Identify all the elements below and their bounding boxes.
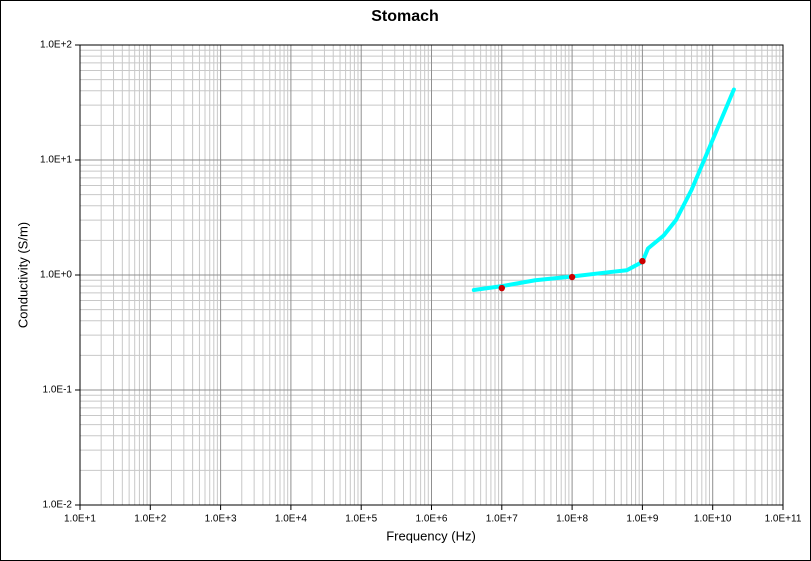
x-tick-label: 1.0E+1 bbox=[64, 514, 96, 525]
y-tick-label: 1.0E+1 bbox=[40, 155, 72, 166]
x-tick-label: 1.0E+6 bbox=[416, 514, 448, 525]
x-tick-label: 1.0E+9 bbox=[626, 514, 658, 525]
y-tick-label: 1.0E-1 bbox=[43, 385, 73, 396]
data-point bbox=[639, 257, 646, 265]
plot-area bbox=[79, 44, 784, 506]
data-point bbox=[568, 273, 576, 281]
x-axis-label: Frequency (Hz) bbox=[386, 528, 476, 543]
y-axis-label: Conductivity (S/m) bbox=[15, 222, 30, 328]
y-tick-label: 1.0E+2 bbox=[40, 40, 72, 51]
x-tick-label: 1.0E+2 bbox=[134, 514, 166, 525]
x-tick-label: 1.0E+7 bbox=[486, 514, 518, 525]
x-tick-label: 1.0E+4 bbox=[275, 514, 307, 525]
x-tick-label: 1.0E+3 bbox=[205, 514, 237, 525]
y-tick-label: 1.0E-2 bbox=[43, 500, 73, 511]
x-tick-label: 1.0E+11 bbox=[765, 514, 802, 525]
chart-title: Stomach bbox=[371, 8, 439, 25]
x-tick-label: 1.0E+5 bbox=[345, 514, 377, 525]
y-tick-label: 1.0E+0 bbox=[40, 270, 72, 281]
x-tick-label: 1.0E+10 bbox=[694, 514, 732, 525]
x-tick-label: 1.0E+8 bbox=[556, 514, 588, 525]
data-point bbox=[498, 284, 505, 292]
